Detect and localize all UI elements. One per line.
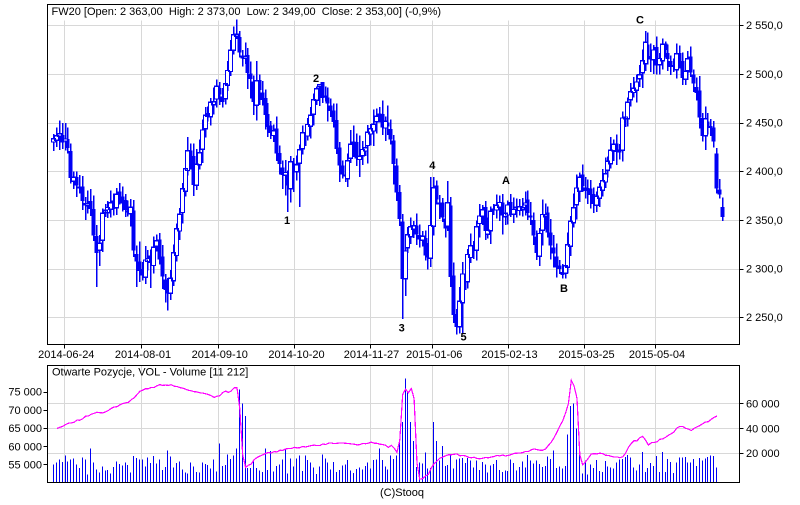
svg-text:2014-09-10: 2014-09-10: [192, 349, 248, 361]
svg-text:2 550,0: 2 550,0: [746, 20, 783, 32]
svg-text:3: 3: [399, 323, 405, 335]
svg-text:(C)Stooq: (C)Stooq: [380, 487, 424, 499]
svg-text:60 000: 60 000: [746, 398, 780, 410]
svg-text:2: 2: [313, 73, 319, 85]
svg-text:Otwarte Pozycje, VOL - Volume: Otwarte Pozycje, VOL - Volume [11 212]: [52, 367, 248, 379]
svg-text:4: 4: [429, 160, 436, 172]
svg-text:20 000: 20 000: [746, 448, 780, 460]
svg-text:5: 5: [460, 332, 466, 344]
svg-text:65 000: 65 000: [8, 423, 42, 435]
svg-text:C: C: [636, 15, 644, 27]
svg-text:2 500,0: 2 500,0: [746, 69, 783, 81]
svg-text:FW20 [Open: 2 363,00 High: 2: FW20 [Open: 2 363,00 High: 2 373,00 Low:…: [52, 6, 442, 18]
svg-text:2 450,0: 2 450,0: [746, 118, 783, 130]
svg-text:1: 1: [284, 215, 290, 227]
svg-text:2015-05-04: 2015-05-04: [629, 349, 685, 361]
svg-text:2014-08-01: 2014-08-01: [115, 349, 171, 361]
svg-text:2 250,0: 2 250,0: [746, 312, 783, 324]
svg-text:40 000: 40 000: [746, 423, 780, 435]
svg-text:75 000: 75 000: [8, 387, 42, 399]
svg-text:2 300,0: 2 300,0: [746, 264, 783, 276]
svg-text:55 000: 55 000: [8, 460, 42, 472]
svg-text:2015-02-13: 2015-02-13: [481, 349, 537, 361]
svg-text:2014-10-20: 2014-10-20: [268, 349, 324, 361]
svg-text:2015-01-06: 2015-01-06: [406, 349, 462, 361]
svg-text:2015-03-25: 2015-03-25: [558, 349, 614, 361]
svg-text:2014-11-27: 2014-11-27: [344, 349, 399, 361]
svg-text:B: B: [560, 283, 568, 295]
svg-text:70 000: 70 000: [8, 405, 42, 417]
svg-text:2 400,0: 2 400,0: [746, 166, 783, 178]
svg-text:60 000: 60 000: [8, 441, 42, 453]
svg-text:2014-06-24: 2014-06-24: [38, 349, 94, 361]
svg-text:A: A: [502, 175, 510, 187]
svg-text:2 350,0: 2 350,0: [746, 215, 783, 227]
